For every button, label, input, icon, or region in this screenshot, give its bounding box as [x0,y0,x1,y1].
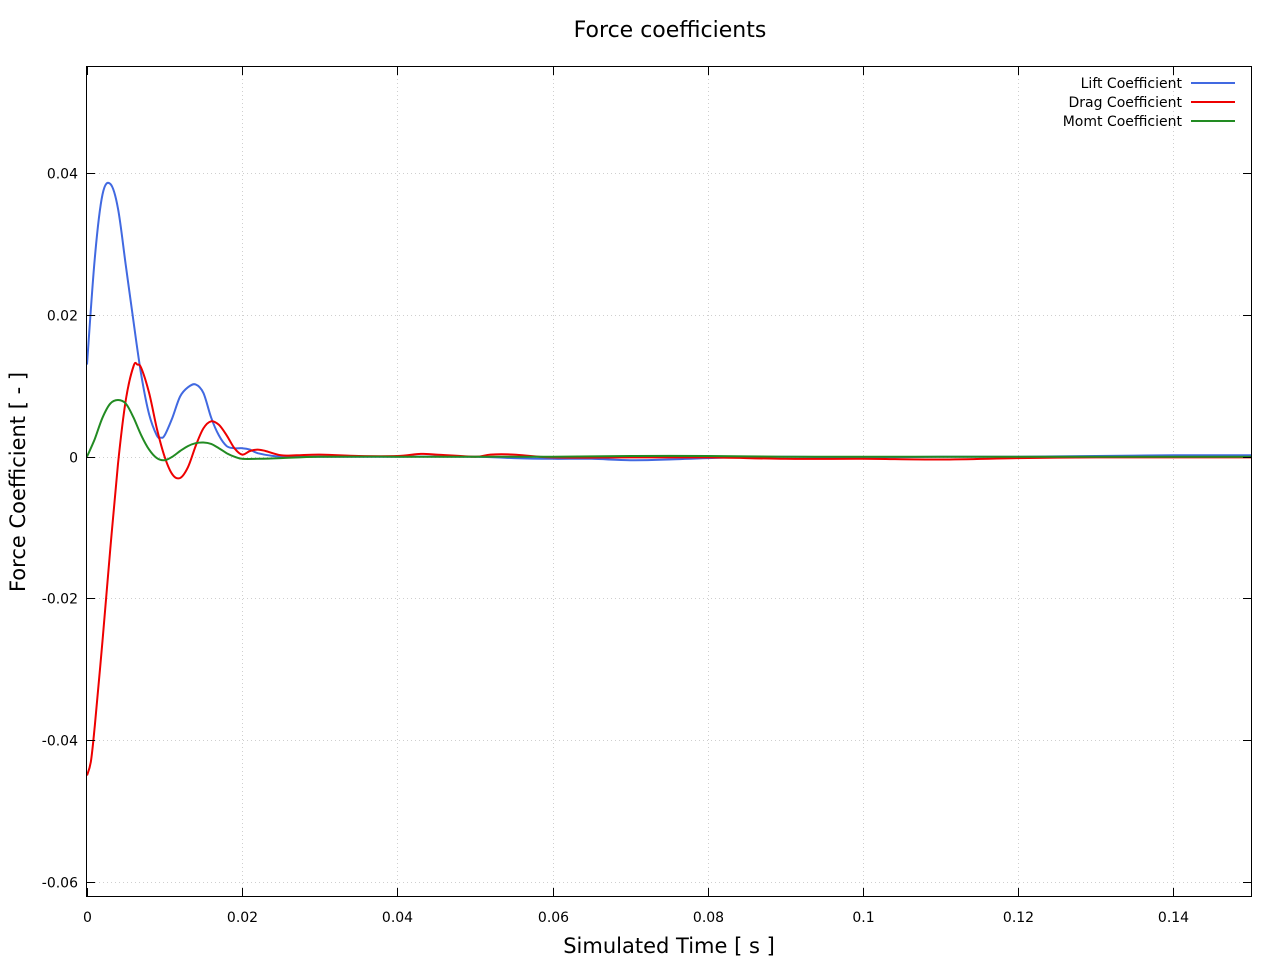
legend-label-lift-coefficient: Lift Coefficient [1081,76,1183,92]
y-tick-label: -0.06 [42,876,78,892]
y-axis-label: Force Coefficient [ - ] [6,372,30,592]
x-axis-label: Simulated Time [ s ] [563,934,775,958]
x-tick-label: 0.02 [227,910,258,926]
series-line-drag-coefficient [86,361,1251,776]
x-tick-label: 0.12 [1003,910,1034,926]
tick-layer: 0 0.02 0.04 0.06 0.08 0.1 0.12 0.14 -0.06 -0.04 -0… [42,67,1251,926]
x-tick-label: 0.1 [852,910,874,926]
y-tick-label: 0 [69,451,78,467]
y-tick-label: -0.02 [42,592,78,608]
legend-label-momt-coefficient: Momt Coefficient [1063,114,1183,130]
series-layer [86,181,1252,776]
chart-title: Force coefficients [574,18,767,43]
x-tick-label: 0.14 [1158,910,1189,926]
y-tick-label: 0.04 [47,167,78,183]
y-tick-label: -0.04 [42,734,78,750]
x-tick-label: 0 [83,910,92,926]
series-line-lift-coefficient [86,181,1252,462]
y-tick-label: 0.02 [47,309,78,325]
grid-layer [87,67,1251,896]
x-tick-label: 0.04 [382,910,413,926]
x-tick-label: 0.06 [538,910,569,926]
series-line-momt-coefficient [86,399,1251,462]
x-tick-label: 0.08 [693,910,724,926]
legend: Lift Coefficient Drag Coefficient Momt Coe… [1063,76,1235,130]
legend-label-drag-coefficient: Drag Coefficient [1068,95,1182,111]
plot-frame [86,66,1252,897]
